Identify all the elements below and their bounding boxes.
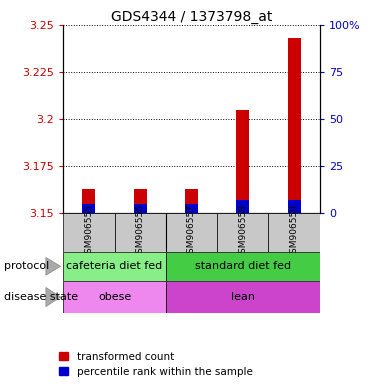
Bar bbox=[82, 204, 95, 213]
Bar bbox=[63, 213, 115, 252]
Bar bbox=[217, 213, 268, 252]
Bar bbox=[236, 200, 249, 213]
Text: GSM906556: GSM906556 bbox=[136, 204, 145, 259]
Bar bbox=[166, 213, 217, 252]
Bar bbox=[63, 281, 166, 313]
Text: GSM906557: GSM906557 bbox=[187, 204, 196, 259]
Title: GDS4344 / 1373798_at: GDS4344 / 1373798_at bbox=[111, 10, 272, 24]
Bar bbox=[166, 252, 320, 281]
Legend: transformed count, percentile rank within the sample: transformed count, percentile rank withi… bbox=[59, 352, 252, 377]
Bar bbox=[268, 213, 320, 252]
Text: lean: lean bbox=[231, 292, 255, 302]
Text: GSM906559: GSM906559 bbox=[290, 204, 299, 259]
Bar bbox=[82, 189, 95, 213]
Text: GSM906558: GSM906558 bbox=[238, 204, 247, 259]
Text: protocol: protocol bbox=[4, 261, 49, 271]
Text: standard diet fed: standard diet fed bbox=[195, 261, 291, 271]
Text: obese: obese bbox=[98, 292, 131, 302]
Bar bbox=[115, 213, 166, 252]
Text: disease state: disease state bbox=[4, 292, 78, 302]
Bar bbox=[134, 189, 147, 213]
Bar bbox=[236, 109, 249, 213]
Bar bbox=[185, 204, 198, 213]
Polygon shape bbox=[46, 288, 61, 306]
Bar bbox=[166, 281, 320, 313]
Bar bbox=[63, 252, 166, 281]
Bar bbox=[288, 200, 301, 213]
Polygon shape bbox=[46, 257, 61, 275]
Bar bbox=[134, 204, 147, 213]
Text: GSM906555: GSM906555 bbox=[84, 204, 93, 259]
Bar bbox=[288, 38, 301, 213]
Bar bbox=[185, 189, 198, 213]
Text: cafeteria diet fed: cafeteria diet fed bbox=[66, 261, 163, 271]
